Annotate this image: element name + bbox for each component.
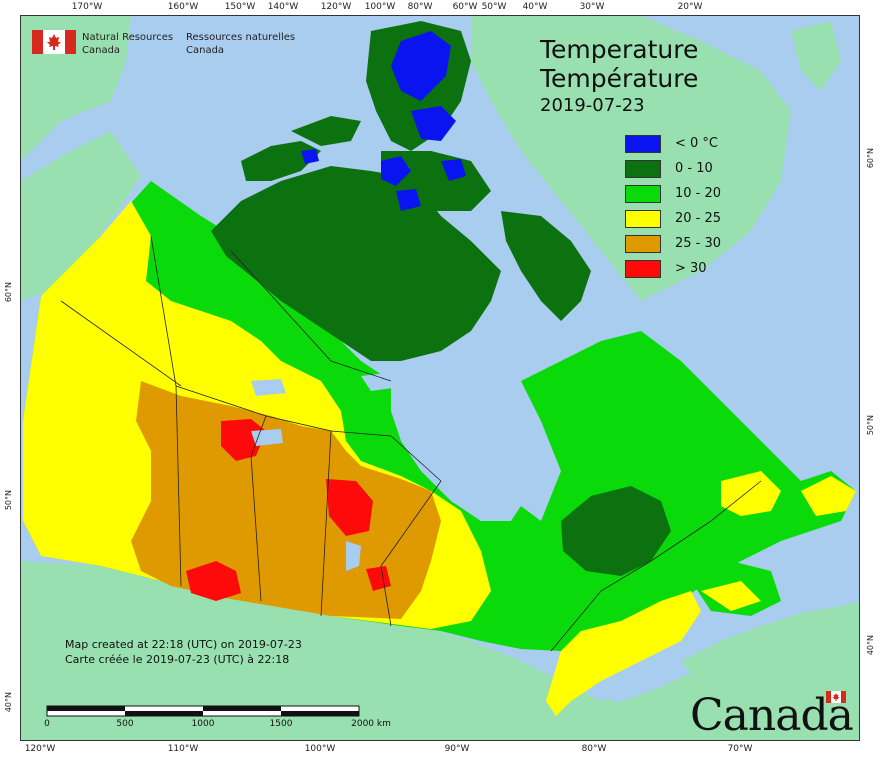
scale-label: 0: [44, 719, 50, 729]
lat-label-left: 60°N: [4, 282, 13, 303]
lon-label-bottom: 70°W: [727, 744, 753, 754]
title-english: Temperature: [540, 35, 699, 64]
credit-english: Map created at 22:18 (UTC) on 2019-07-23: [65, 638, 302, 651]
lon-label-top: 30°W: [579, 2, 605, 12]
glacier-below-0: [381, 156, 411, 186]
credit-french: Carte créée le 2019-07-23 (UTC) à 22:18: [65, 653, 290, 666]
quebec-0-10: [561, 486, 671, 576]
lon-label-bottom: 80°W: [581, 744, 607, 754]
scale-label: 1000: [191, 719, 215, 729]
agency-name-fr: Ressources naturelles Canada: [186, 31, 295, 57]
lon-label-bottom: 120°W: [24, 744, 56, 754]
agency-fr-line1: Ressources naturelles: [186, 32, 296, 43]
lake: [346, 541, 361, 571]
canada-flag-icon: [32, 30, 76, 54]
hot-above-30: [221, 419, 266, 461]
great-lakes: [601, 661, 691, 703]
lake: [251, 379, 286, 396]
agency-en-line2: Canada: [82, 45, 121, 56]
glacier-below-0: [391, 31, 451, 101]
title-date: 2019-07-23: [540, 95, 645, 116]
hot-above-30: [366, 566, 391, 591]
province-borders: [60, 235, 762, 652]
nrcan-logo: [32, 30, 76, 58]
legend-swatch: [625, 135, 661, 153]
lon-label-top: 60°W: [452, 2, 478, 12]
legend-swatch: [625, 235, 661, 253]
hot-above-30: [186, 561, 241, 601]
southern-ontario-20-25: [546, 591, 701, 716]
map-canvas: [20, 15, 860, 741]
map-credit: Map created at 22:18 (UTC) on 2019-07-23…: [65, 637, 302, 667]
usa-land: [21, 561, 859, 740]
legend-label: 10 - 20: [675, 186, 722, 201]
glacier-below-0: [301, 149, 319, 164]
lon-label-top: 40°W: [522, 2, 548, 12]
greenland-land: [471, 16, 791, 301]
agency-fr-line2: Canada: [186, 45, 225, 56]
legend-swatch: [625, 210, 661, 228]
lon-label-top: 20°W: [677, 2, 703, 12]
scale-bar-graphic: [46, 705, 360, 717]
glacier-below-0: [396, 189, 421, 211]
hot-above-30: [326, 479, 373, 536]
temperature-map: [21, 16, 859, 740]
alaska-land: [21, 131, 141, 301]
lon-label-top: 80°W: [407, 2, 433, 12]
lon-label-top: 170°W: [71, 2, 103, 12]
lon-label-top: 140°W: [267, 2, 299, 12]
iceland-land: [791, 21, 841, 91]
wordmark-flag-icon: [826, 691, 846, 703]
title-french: Température: [540, 64, 699, 93]
lon-label-top: 120°W: [320, 2, 352, 12]
lat-label-right: 60°N: [866, 148, 875, 169]
lon-label-top: 150°W: [224, 2, 256, 12]
lon-label-bottom: 90°W: [444, 744, 470, 754]
east-20-25: [721, 471, 781, 516]
lat-label-right: 50°N: [866, 415, 875, 436]
baffin-0-10: [501, 211, 591, 321]
scale-label: 1500: [269, 719, 293, 729]
newfoundland-20-25: [801, 476, 856, 516]
lon-label-top: 50°W: [481, 2, 507, 12]
legend-label: > 30: [675, 261, 707, 276]
scale-label: 500: [116, 719, 134, 729]
prairies-25-30: [131, 381, 441, 619]
lon-label-top: 160°W: [167, 2, 199, 12]
lon-label-bottom: 100°W: [304, 744, 336, 754]
lat-label-right: 40°N: [866, 635, 875, 656]
glacier-below-0: [441, 159, 466, 181]
lake: [251, 429, 283, 446]
agency-name-en: Natural Resources Canada: [82, 31, 173, 57]
legend-label: 20 - 25: [675, 211, 722, 226]
scale-bar: 0 500 1000 1500 2000 km: [44, 703, 391, 729]
legend-swatch: [625, 260, 661, 278]
legend-label: 0 - 10: [675, 161, 713, 176]
map-title: Temperature Température 2019-07-23: [540, 35, 698, 119]
lat-label-left: 50°N: [4, 490, 13, 511]
legend-swatch: [625, 160, 661, 178]
hudson-bay: [391, 371, 541, 521]
arctic-0-10: [211, 166, 501, 361]
lon-label-bottom: 110°W: [167, 744, 199, 754]
lake: [361, 371, 406, 391]
lat-label-left: 40°N: [4, 692, 13, 713]
legend-label: 25 - 30: [675, 236, 722, 251]
glacier-below-0: [411, 106, 456, 141]
legend-label: < 0 °C: [675, 136, 719, 151]
lon-label-top: 100°W: [364, 2, 396, 12]
arctic-0-10: [291, 116, 361, 146]
maritimes-20-25: [701, 581, 761, 611]
scale-label: 2000 km: [351, 719, 391, 729]
legend-swatch: [625, 185, 661, 203]
agency-en-line1: Natural Resources: [82, 32, 174, 43]
